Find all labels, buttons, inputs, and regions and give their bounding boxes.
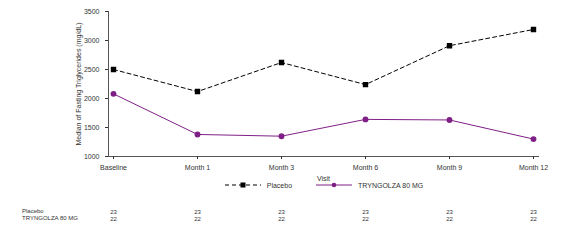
html-text:TRYNGOLZA 80 MG: TRYNGOLZA 80 MG: [22, 215, 78, 221]
svg-text:3000: 3000: [84, 37, 100, 44]
svg-text:22: 22: [446, 216, 453, 222]
svg-text:23: 23: [530, 209, 537, 215]
svg-text:23: 23: [362, 209, 369, 215]
svg-text:22: 22: [194, 216, 201, 222]
svg-text:1500: 1500: [84, 124, 100, 131]
svg-text:23: 23: [110, 209, 117, 215]
svg-text:Month 6: Month 6: [353, 164, 378, 171]
svg-text:22: 22: [110, 216, 117, 222]
svg-text:2500: 2500: [84, 66, 100, 73]
svg-text:2000: 2000: [84, 95, 100, 102]
svg-text:1000: 1000: [84, 153, 100, 160]
svg-text:23: 23: [278, 209, 285, 215]
svg-text:Month 3: Month 3: [269, 164, 294, 171]
svg-text:Baseline: Baseline: [100, 164, 127, 171]
html-text:Placebo: Placebo: [22, 208, 44, 214]
svg-text:22: 22: [278, 216, 285, 222]
svg-text:22: 22: [530, 216, 537, 222]
svg-text:Visit: Visit: [317, 175, 330, 182]
svg-text:23: 23: [446, 209, 453, 215]
svg-text:22: 22: [362, 216, 369, 222]
svg-text:3500: 3500: [84, 8, 100, 15]
html-text:Placebo: Placebo: [266, 181, 292, 189]
svg-text:23: 23: [194, 209, 201, 215]
svg-text:Month 9: Month 9: [437, 164, 462, 171]
svg-text:Month 12: Month 12: [519, 164, 548, 171]
svg-text:Median of Fasting Triglyceride: Median of Fasting Triglycerides (mg/dL): [75, 23, 83, 146]
svg-text:Month 1: Month 1: [185, 164, 210, 171]
html-text:TRYNGOLZA 80 MG: TRYNGOLZA 80 MG: [358, 181, 424, 189]
